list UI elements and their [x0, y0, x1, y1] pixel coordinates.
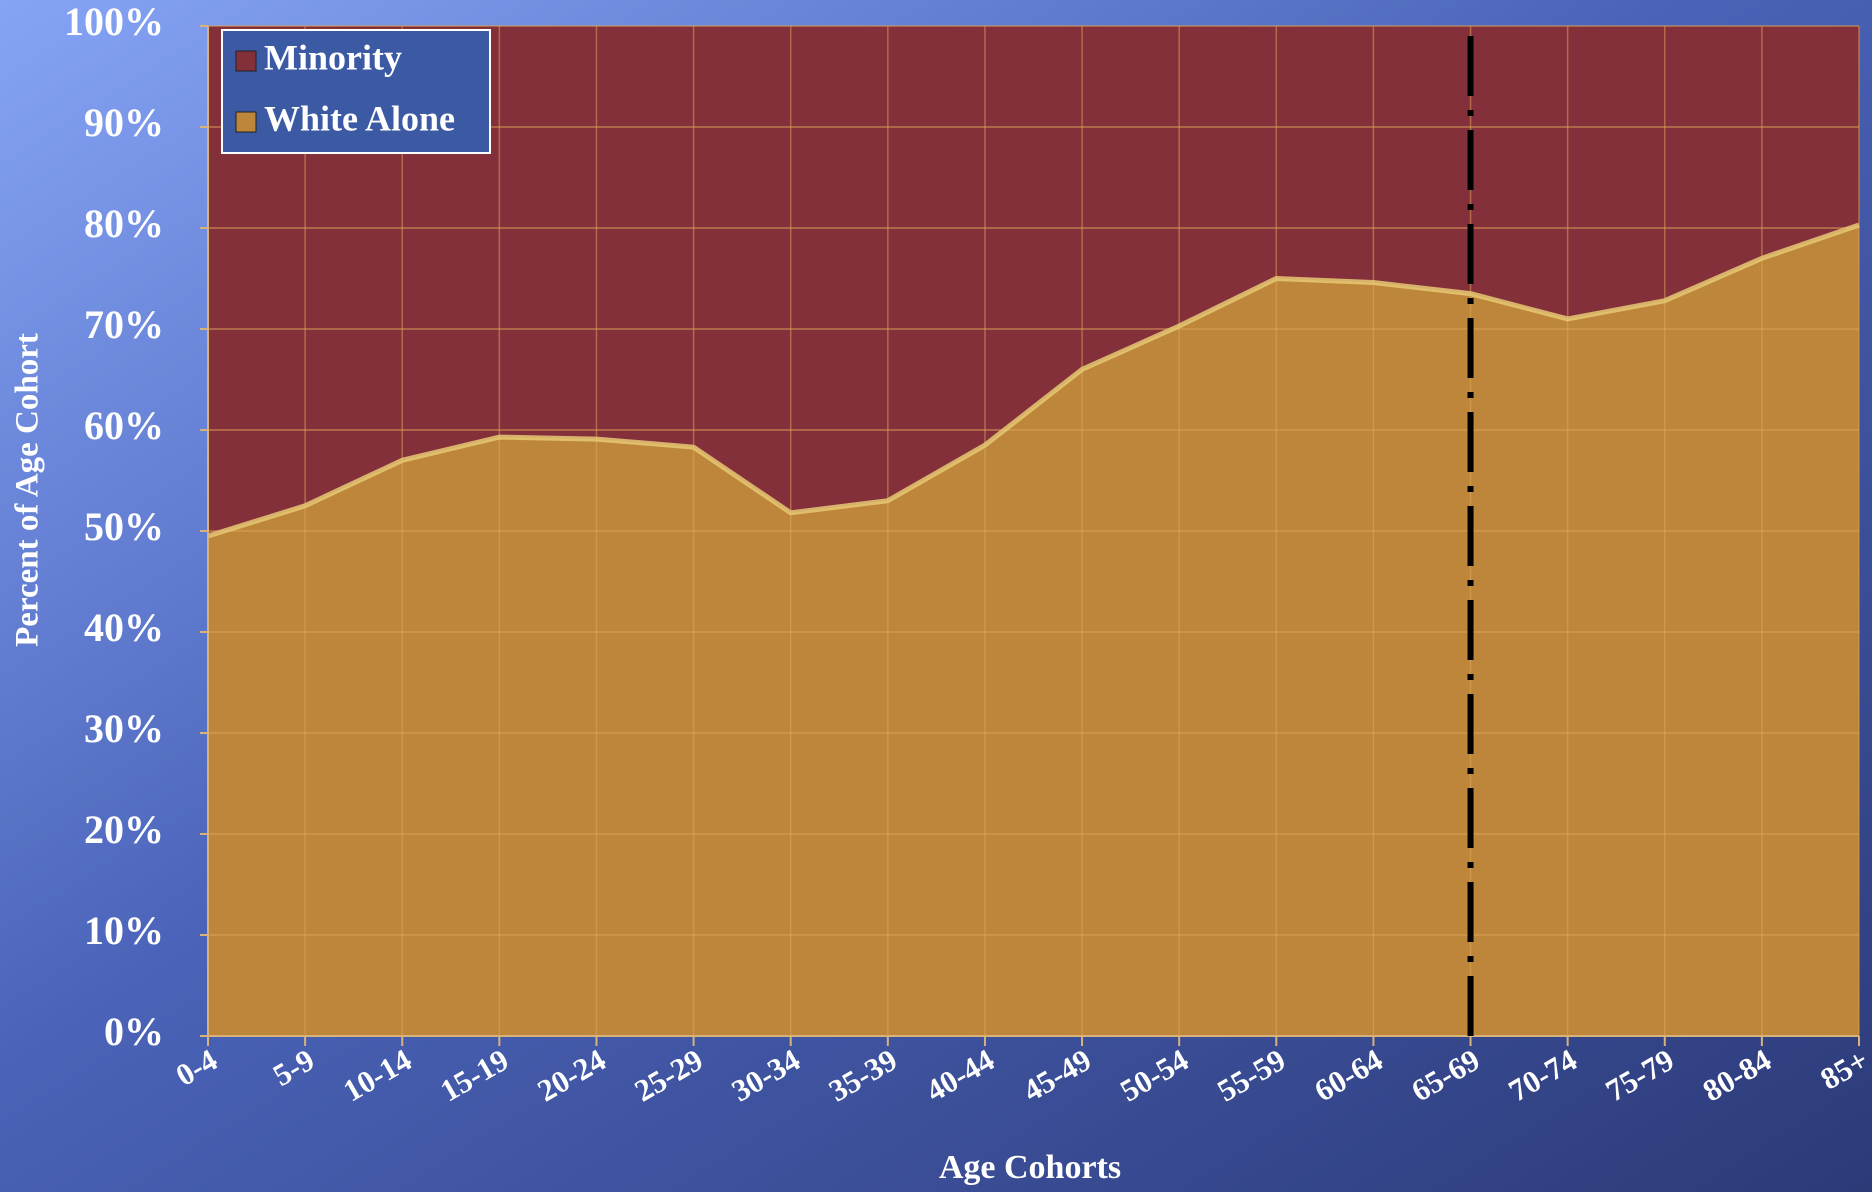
area: [208, 26, 1859, 537]
y-tick-label: 50%: [84, 504, 164, 549]
y-tick-label: 90%: [84, 100, 164, 145]
area-edge: [207, 222, 1860, 539]
y-tick-label: 40%: [84, 605, 164, 650]
area: [208, 224, 1859, 1037]
y-tick-label: 10%: [84, 908, 164, 953]
legend-label: Minority: [264, 37, 402, 77]
legend-swatch: [235, 50, 257, 72]
legend-label: White Alone: [264, 98, 455, 138]
legend-swatch: [235, 111, 257, 133]
y-tick-label: 60%: [84, 403, 164, 448]
y-tick-label: 100%: [64, 0, 164, 44]
plot-area: [207, 25, 1860, 1037]
y-tick-label: 70%: [84, 302, 164, 347]
y-tick-label: 30%: [84, 706, 164, 751]
legend: [221, 29, 491, 154]
y-tick-label: 80%: [84, 201, 164, 246]
y-tick-label: 20%: [84, 807, 164, 852]
y-axis-title: Percent of Age Cohort: [10, 333, 46, 647]
x-axis-title: Age Cohorts: [939, 1149, 1121, 1186]
y-tick-label: 0%: [104, 1009, 164, 1054]
